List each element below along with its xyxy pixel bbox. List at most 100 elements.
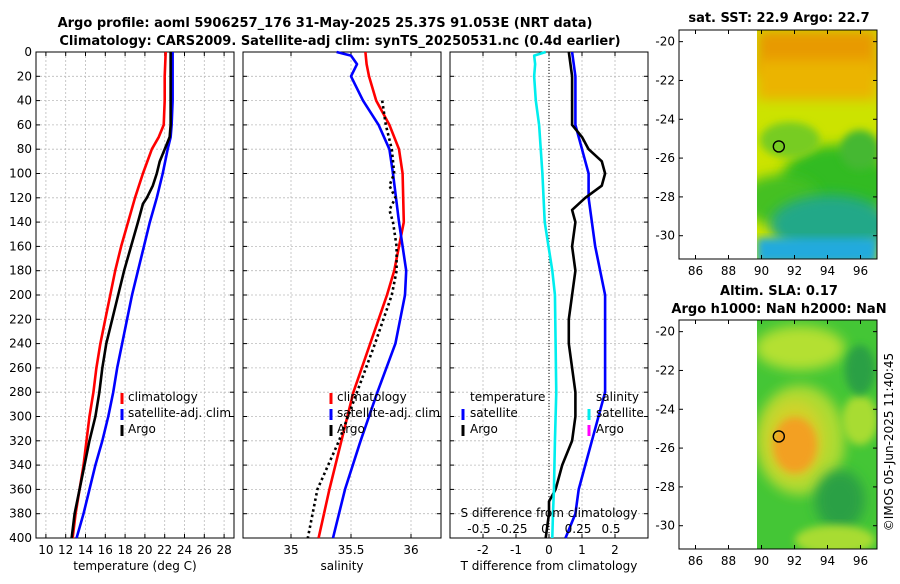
legend-label: Argo	[128, 422, 156, 436]
map-y-tick-label: -20	[655, 325, 675, 339]
y-tick-label: 40	[17, 94, 32, 108]
x-tick-label: 1	[578, 543, 586, 557]
sla-map: 86 88 90 92 94 96 -20 -22 -24 -26 -28 -30 Altim. SL…	[655, 284, 886, 568]
series-line-argo	[70, 52, 172, 539]
x-tick-label: 0	[545, 543, 553, 557]
legend-label: climatology	[128, 390, 198, 404]
y-tick-label: 120	[9, 191, 32, 205]
map-y-tick-label: -24	[655, 402, 675, 416]
y-tick-label: 0	[24, 45, 32, 59]
map-x-tick-label: 96	[853, 554, 868, 568]
y-tick-label: 280	[9, 385, 32, 399]
y-tick-label: 160	[9, 239, 32, 253]
x-tick-label: -2	[477, 543, 489, 557]
sla-map-frame	[678, 319, 878, 550]
x-tick-label: 12	[58, 543, 73, 557]
series-line-s-satellite	[532, 50, 558, 539]
map-x-tick-label: 86	[688, 264, 703, 278]
x-axis-label: salinity	[320, 559, 363, 573]
legend-label: Argo	[470, 422, 498, 436]
secondary-tick-label: 0	[541, 522, 549, 536]
x-axis-label: T difference from climatology	[460, 559, 638, 573]
difference-panel: -2 -1 0 1 2 T difference from climatology temp…	[449, 50, 649, 573]
y-tick-label: 20	[17, 69, 32, 83]
argo-location-marker	[772, 140, 786, 153]
x-tick-label: 36	[403, 543, 418, 557]
y-tick-label: 400	[9, 531, 32, 545]
y-tick-label: 180	[9, 264, 32, 278]
map-y-tick-label: -22	[655, 73, 675, 87]
temperature-panel: 0 20 40 60 80 100 120 140 160 180 200 220 240 260 280 3…	[9, 45, 235, 573]
sst-map-ticks: 86 88 90 92 94 96 -20 -22 -24 -26 -28 -30	[655, 30, 877, 278]
sst-map-title: sat. SST: 22.9 Argo: 22.7	[688, 11, 869, 26]
series-line-t-satellite	[564, 51, 607, 539]
sla-map-ticks: 86 88 90 92 94 96 -20 -22 -24 -26 -28 -30	[655, 320, 877, 568]
y-tick-label: 200	[9, 288, 32, 302]
x-tick-label: 26	[197, 543, 212, 557]
x-tick-label: 35	[283, 543, 298, 557]
y-tick-label: 340	[9, 458, 32, 472]
secondary-tick-label: 0.5	[601, 522, 620, 536]
legend-label: Argo	[337, 422, 365, 436]
sla-map-title-2: Argo h1000: NaN h2000: NaN	[671, 302, 886, 317]
series-line-climatology	[317, 51, 406, 539]
secondary-tick-label: 0.25	[565, 522, 592, 536]
series-line-climatology	[71, 51, 167, 539]
legend-title: salinity	[596, 390, 639, 404]
series-line-t-argo	[544, 51, 607, 539]
y-tick-label: 60	[17, 118, 32, 132]
legend-label: Argo	[596, 422, 624, 436]
map-x-tick-label: 92	[787, 554, 802, 568]
x-tick-label: 28	[216, 543, 231, 557]
map-x-tick-label: 90	[754, 264, 769, 278]
argo-location-marker	[772, 430, 786, 443]
map-y-tick-label: -30	[655, 229, 675, 243]
y-tick-label: 80	[17, 142, 32, 156]
map-y-tick-label: -30	[655, 519, 675, 533]
x-tick-label: -1	[510, 543, 522, 557]
salinity-panel: 35 35.5 36 salinity climatology satellite-adj…	[242, 50, 442, 573]
map-x-tick-label: 90	[754, 554, 769, 568]
legend-label: satellite-adj. clim	[128, 406, 231, 420]
credit-label: ©IMOS 05-Jun-2025 11:40:45	[882, 353, 896, 531]
map-y-tick-label: -26	[655, 151, 675, 165]
y-tick-label: 300	[9, 410, 32, 424]
y-tick-label: 380	[9, 507, 32, 521]
x-tick-label: 24	[177, 543, 192, 557]
legend-label: satellite-adj. clim	[337, 406, 440, 420]
x-tick-label: 2	[611, 543, 619, 557]
map-x-tick-label: 88	[721, 264, 736, 278]
secondary-tick-label: -0.25	[496, 522, 527, 536]
map-y-tick-label: -26	[655, 441, 675, 455]
x-tick-label: 14	[78, 543, 93, 557]
y-tick-label: 100	[9, 167, 32, 181]
plot-frame	[242, 51, 442, 539]
x-tick-label: 16	[98, 543, 113, 557]
legend-title: temperature	[470, 390, 545, 404]
map-x-tick-label: 88	[721, 554, 736, 568]
map-y-tick-label: -28	[655, 480, 675, 494]
legend-label: satellite	[596, 406, 644, 420]
map-x-tick-label: 94	[820, 554, 835, 568]
map-x-tick-label: 92	[787, 264, 802, 278]
x-tick-label: 22	[157, 543, 172, 557]
map-x-tick-label: 94	[820, 264, 835, 278]
plot-frame	[35, 51, 235, 539]
y-tick-label: 320	[9, 434, 32, 448]
x-tick-label: 35.5	[338, 543, 365, 557]
map-x-tick-label: 86	[688, 554, 703, 568]
x-tick-label: 10	[38, 543, 53, 557]
legend-label: satellite	[470, 406, 518, 420]
sst-map: 86 88 90 92 94 96 -20 -22 -24 -26 -28 -30 sat. SST:…	[655, 11, 878, 278]
sst-map-frame	[678, 29, 878, 260]
legend-label: climatology	[337, 390, 407, 404]
secondary-tick-label: -0.5	[467, 522, 490, 536]
map-x-tick-label: 96	[853, 264, 868, 278]
map-y-tick-label: -22	[655, 363, 675, 377]
sla-map-title-1: Altim. SLA: 0.17	[720, 284, 838, 299]
x-tick-label: 18	[117, 543, 132, 557]
sst-map-field	[757, 30, 877, 259]
y-tick-label: 220	[9, 312, 32, 326]
map-y-tick-label: -28	[655, 190, 675, 204]
